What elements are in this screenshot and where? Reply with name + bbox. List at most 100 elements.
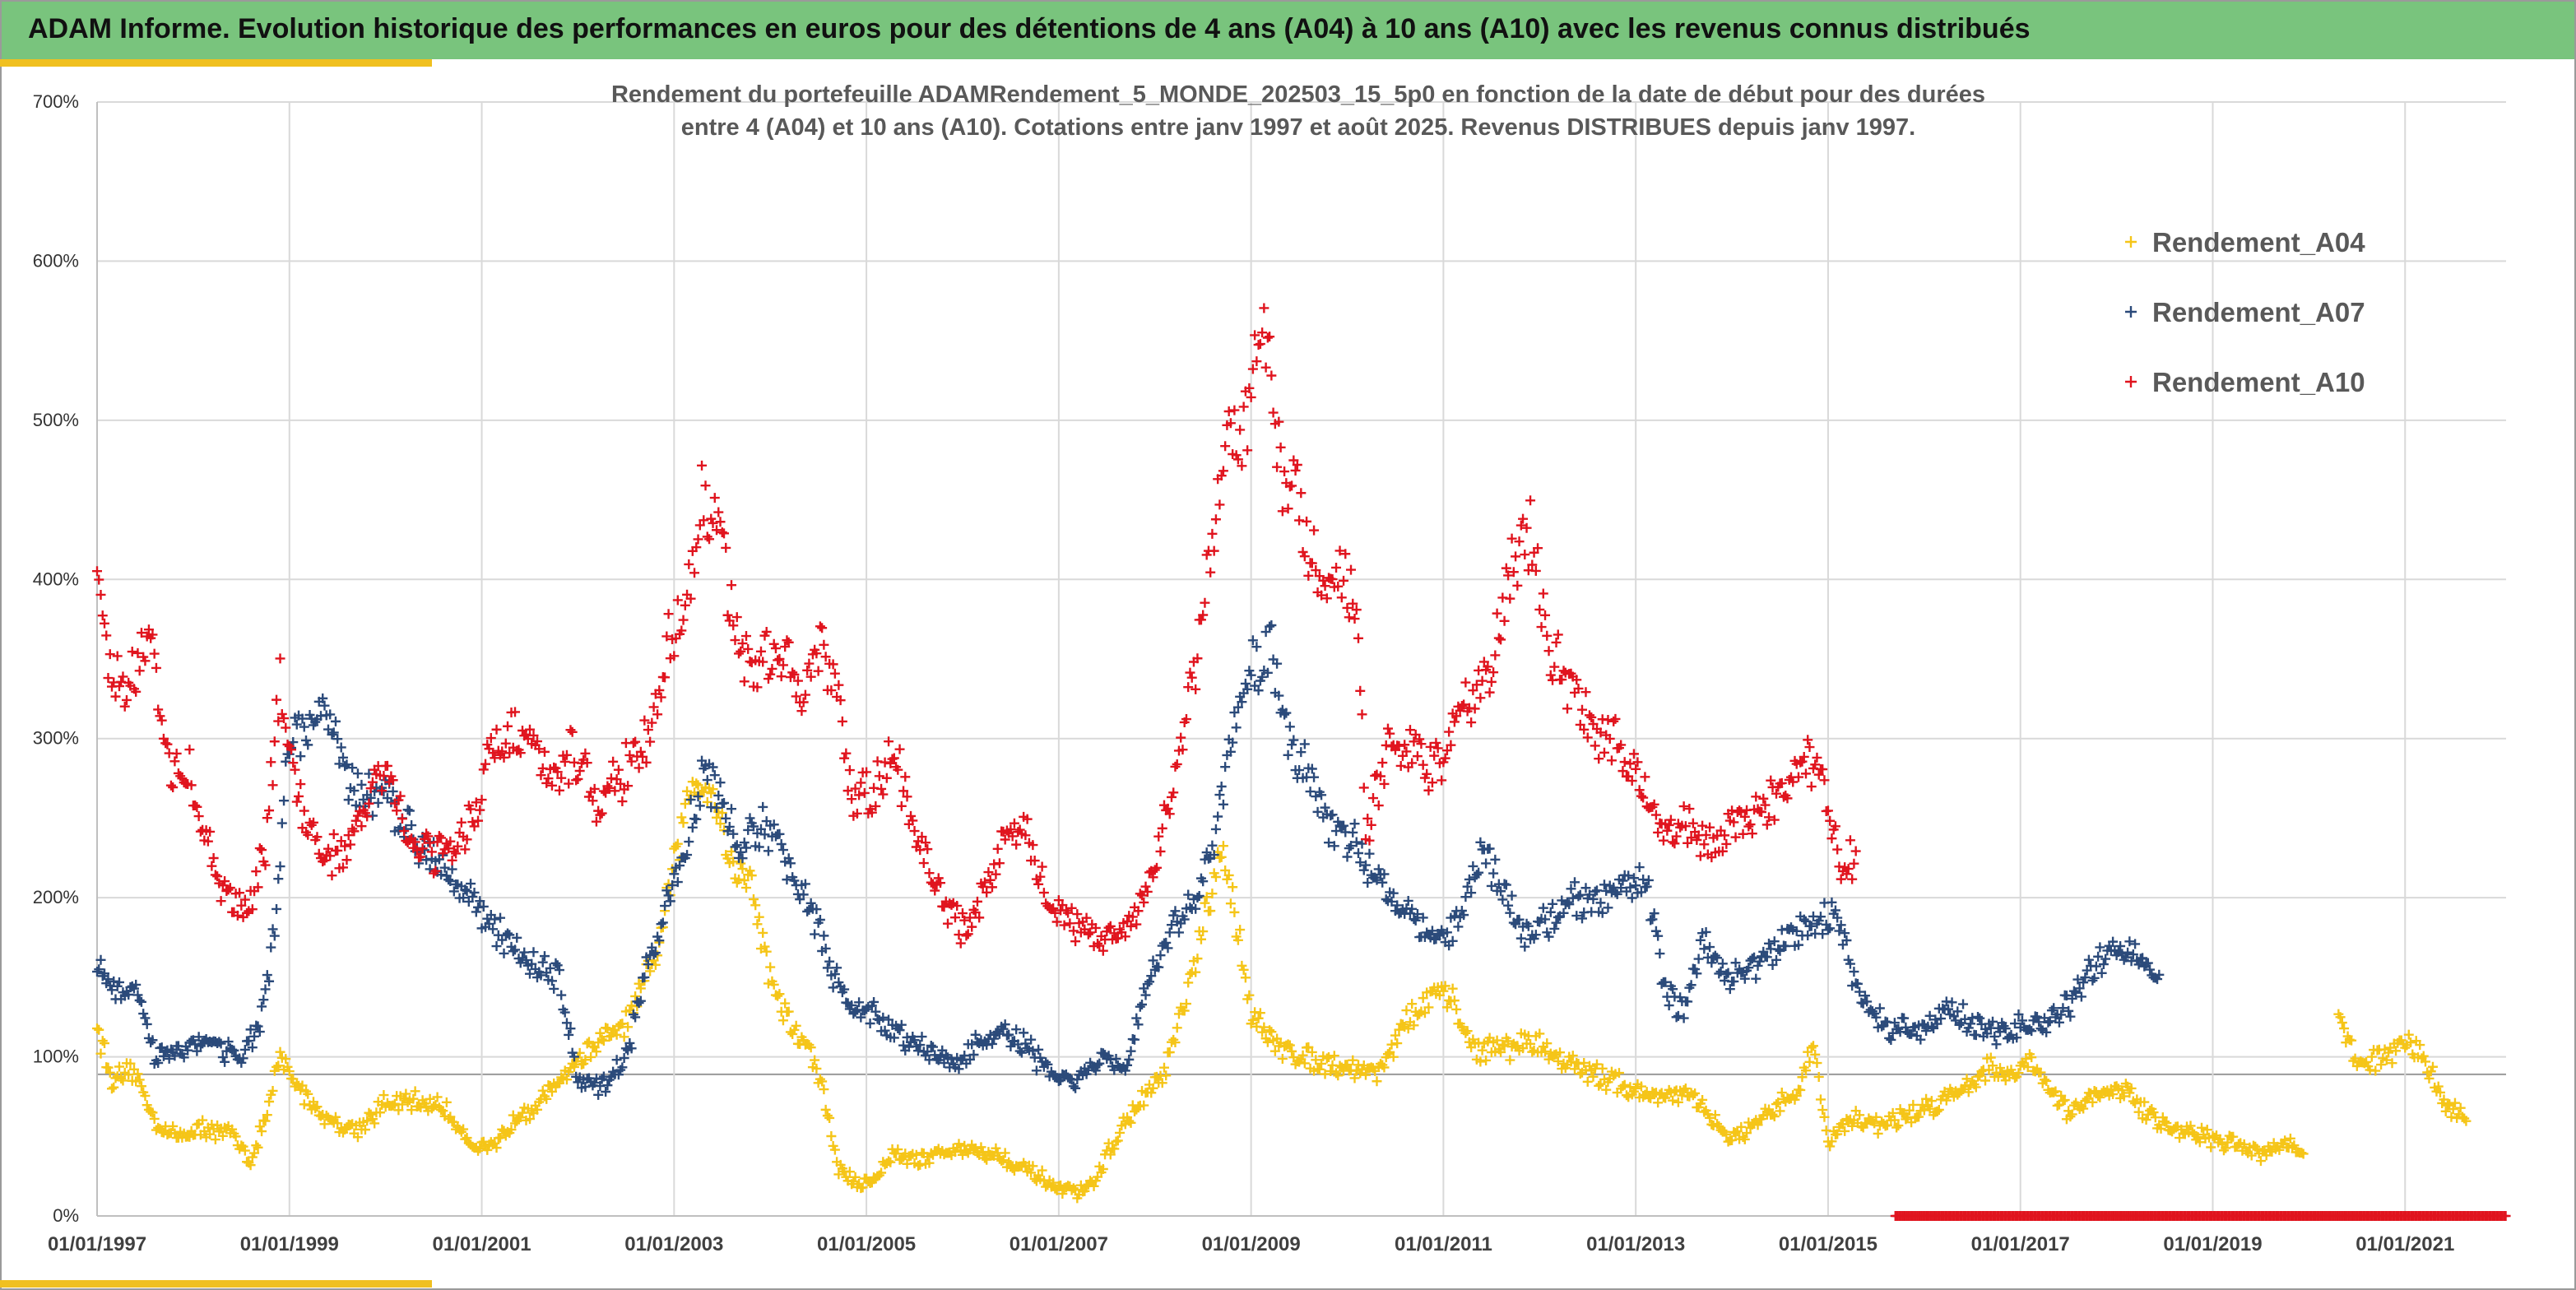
marker-rendement-a10 (1318, 575, 1329, 586)
marker-rendement-a04 (998, 1155, 1009, 1166)
marker-rendement-a04 (1028, 1161, 1038, 1172)
marker-rendement-a07 (1683, 996, 1693, 1007)
marker-rendement-a04 (2050, 1086, 2061, 1097)
marker-rendement-a04 (1917, 1099, 1928, 1110)
marker-rendement-a10 (503, 721, 513, 731)
marker-rendement-a10 (1588, 719, 1599, 730)
marker-rendement-a04 (1103, 1138, 1114, 1148)
marker-rendement-a10 (733, 648, 744, 659)
grid (96, 101, 2506, 1217)
marker-rendement-a04 (745, 865, 755, 876)
marker-rendement-a04 (149, 1113, 160, 1124)
marker-rendement-a07 (491, 941, 502, 952)
marker-rendement-a04 (1218, 841, 1228, 851)
marker-rendement-a04 (378, 1090, 389, 1101)
marker-rendement-a04 (445, 1111, 456, 1122)
marker-rendement-a07 (1262, 667, 1273, 678)
marker-rendement-a10 (234, 888, 245, 898)
marker-rendement-a04 (1183, 977, 1194, 988)
marker-rendement-a07 (1573, 891, 1584, 902)
marker-rendement-a04 (1048, 1177, 1059, 1188)
marker-rendement-a10 (1307, 558, 1317, 568)
marker-rendement-a07 (421, 855, 432, 865)
marker-rendement-a10 (909, 826, 920, 837)
marker-rendement-a10 (1336, 592, 1347, 603)
marker-rendement-a04 (750, 900, 761, 911)
marker-rendement-a04 (780, 998, 791, 1009)
marker-rendement-a10 (1373, 800, 1384, 811)
marker-rendement-a10 (656, 692, 666, 703)
marker-rendement-a10 (1085, 927, 1096, 938)
marker-rendement-a07 (1348, 827, 1358, 838)
marker-rendement-a07 (217, 1052, 228, 1063)
marker-rendement-a10 (1628, 749, 1639, 759)
marker-rendement-a04 (257, 1126, 267, 1137)
marker-rendement-a07 (810, 929, 820, 940)
marker-rendement-a04 (1146, 1088, 1157, 1098)
marker-rendement-a10 (1127, 912, 1138, 922)
marker-rendement-a07 (436, 870, 447, 880)
marker-rendement-a04 (1995, 1063, 2005, 1074)
marker-rendement-a04 (2065, 1111, 2076, 1122)
marker-rendement-a10 (336, 836, 346, 847)
marker-rendement-a10 (1499, 615, 1510, 626)
marker-rendement-a07 (1068, 1081, 1079, 1092)
marker-rendement-a10 (1451, 711, 1462, 722)
marker-rendement-a04 (1542, 1038, 1553, 1049)
marker-rendement-a04 (1481, 1055, 1492, 1065)
marker-rendement-a04 (531, 1104, 542, 1115)
marker-rendement-a10 (1385, 728, 1395, 739)
marker-rendement-a10 (1262, 332, 1273, 343)
marker-rendement-a07 (1407, 903, 1418, 914)
marker-rendement-a04 (693, 780, 703, 791)
marker-rendement-a04 (1636, 1081, 1646, 1092)
marker-rendement-a07 (1220, 762, 1231, 773)
marker-rendement-a07 (656, 919, 666, 930)
marker-rendement-a10 (1297, 547, 1308, 558)
marker-rendement-a07 (922, 1046, 933, 1057)
marker-rendement-a10 (1758, 793, 1769, 804)
marker-rendement-a07 (1515, 933, 1526, 944)
marker-rendement-a07 (458, 893, 469, 903)
marker-rendement-a10 (805, 671, 816, 682)
marker-rendement-a07 (2080, 972, 2091, 982)
marker-rendement-a04 (1512, 1041, 1523, 1051)
marker-rendement-a07 (1244, 666, 1255, 676)
marker-rendement-a07 (624, 1037, 635, 1048)
marker-rendement-a10 (1423, 785, 1434, 796)
marker-rendement-a07 (1016, 1047, 1027, 1058)
marker-rendement-a04 (1800, 1065, 1811, 1076)
marker-rendement-a07 (1771, 954, 1782, 965)
marker-rendement-a10 (1176, 732, 1186, 743)
marker-rendement-a10 (216, 896, 226, 907)
marker-rendement-a10 (985, 875, 996, 885)
marker-rendement-a04 (367, 1114, 378, 1125)
marker-rendement-a04 (1394, 1024, 1404, 1035)
marker-rendement-a04 (1088, 1181, 1099, 1191)
marker-rendement-a04 (1223, 870, 1234, 880)
marker-rendement-a10 (959, 915, 970, 926)
marker-rendement-a10 (986, 882, 997, 893)
marker-rendement-a07 (158, 1051, 169, 1061)
marker-rendement-a10 (554, 785, 564, 796)
marker-rendement-a04 (1262, 1037, 1273, 1047)
marker-rendement-a07 (2123, 947, 2133, 958)
marker-rendement-a10 (349, 826, 360, 837)
marker-rendement-a04 (2376, 1060, 2387, 1070)
marker-rendement-a07 (341, 759, 352, 770)
marker-rendement-a10 (796, 706, 807, 717)
marker-rendement-a10 (587, 796, 598, 806)
marker-rendement-a04 (142, 1100, 152, 1111)
marker-rendement-a07 (774, 828, 785, 839)
marker-rendement-a04 (976, 1142, 986, 1153)
marker-rendement-a04 (2255, 1156, 2266, 1167)
marker-rendement-a10 (531, 736, 542, 747)
marker-rendement-a07 (1240, 678, 1251, 689)
marker-rendement-a10 (1232, 454, 1243, 465)
marker-rendement-a10 (907, 815, 918, 826)
marker-rendement-a10 (1836, 874, 1846, 884)
y-tick-label: 500% (33, 410, 79, 430)
marker-rendement-a07 (1545, 907, 1556, 917)
marker-rendement-a07 (1305, 787, 1316, 797)
marker-rendement-a10 (613, 764, 624, 775)
